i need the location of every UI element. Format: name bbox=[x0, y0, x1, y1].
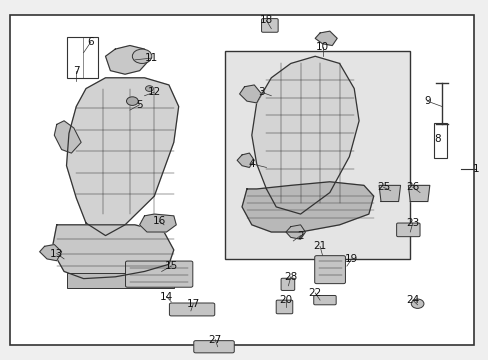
Text: 20: 20 bbox=[279, 295, 292, 305]
Text: 13: 13 bbox=[50, 248, 63, 258]
Text: 23: 23 bbox=[405, 218, 419, 228]
Text: 21: 21 bbox=[313, 241, 326, 251]
Text: 17: 17 bbox=[186, 299, 200, 309]
Bar bbox=[224, 51, 409, 259]
Polygon shape bbox=[285, 225, 305, 239]
Text: 7: 7 bbox=[73, 66, 80, 76]
Text: 4: 4 bbox=[248, 159, 255, 169]
Polygon shape bbox=[242, 182, 373, 232]
Bar bbox=[66, 37, 98, 78]
Circle shape bbox=[145, 86, 153, 91]
Text: 9: 9 bbox=[423, 96, 430, 106]
Text: 12: 12 bbox=[147, 87, 161, 97]
FancyBboxPatch shape bbox=[314, 256, 345, 284]
Polygon shape bbox=[315, 31, 336, 45]
Circle shape bbox=[126, 97, 138, 105]
Text: 25: 25 bbox=[376, 182, 389, 192]
Text: 24: 24 bbox=[405, 295, 419, 305]
Text: 22: 22 bbox=[308, 288, 321, 298]
Text: 10: 10 bbox=[315, 42, 328, 52]
Text: 26: 26 bbox=[405, 182, 419, 192]
Text: 16: 16 bbox=[152, 216, 165, 226]
Polygon shape bbox=[407, 185, 429, 202]
FancyBboxPatch shape bbox=[193, 341, 234, 353]
Polygon shape bbox=[66, 78, 178, 235]
Polygon shape bbox=[378, 185, 400, 202]
Bar bbox=[433, 123, 447, 158]
Text: 5: 5 bbox=[136, 100, 142, 110]
FancyBboxPatch shape bbox=[396, 223, 419, 237]
Circle shape bbox=[410, 299, 423, 309]
Polygon shape bbox=[140, 214, 176, 232]
Polygon shape bbox=[54, 121, 81, 153]
Text: 27: 27 bbox=[208, 334, 222, 345]
FancyBboxPatch shape bbox=[313, 296, 335, 305]
FancyBboxPatch shape bbox=[276, 300, 292, 314]
Text: 15: 15 bbox=[164, 261, 178, 271]
Text: 28: 28 bbox=[284, 272, 297, 282]
Circle shape bbox=[132, 49, 152, 63]
Text: 14: 14 bbox=[160, 292, 173, 302]
Polygon shape bbox=[239, 85, 261, 103]
Text: 6: 6 bbox=[87, 37, 94, 47]
FancyBboxPatch shape bbox=[125, 261, 192, 287]
FancyBboxPatch shape bbox=[281, 278, 294, 291]
Text: 3: 3 bbox=[258, 87, 264, 97]
Polygon shape bbox=[52, 225, 173, 279]
Text: 1: 1 bbox=[472, 164, 478, 174]
Polygon shape bbox=[40, 244, 61, 261]
Bar bbox=[66, 273, 173, 288]
Text: 19: 19 bbox=[345, 254, 358, 264]
FancyBboxPatch shape bbox=[261, 19, 278, 32]
Polygon shape bbox=[237, 153, 254, 167]
Polygon shape bbox=[105, 45, 149, 74]
FancyBboxPatch shape bbox=[169, 303, 214, 316]
Text: 11: 11 bbox=[145, 53, 158, 63]
Text: 18: 18 bbox=[259, 15, 272, 26]
Text: 8: 8 bbox=[433, 134, 440, 144]
Text: 2: 2 bbox=[297, 231, 303, 240]
Polygon shape bbox=[251, 56, 358, 214]
